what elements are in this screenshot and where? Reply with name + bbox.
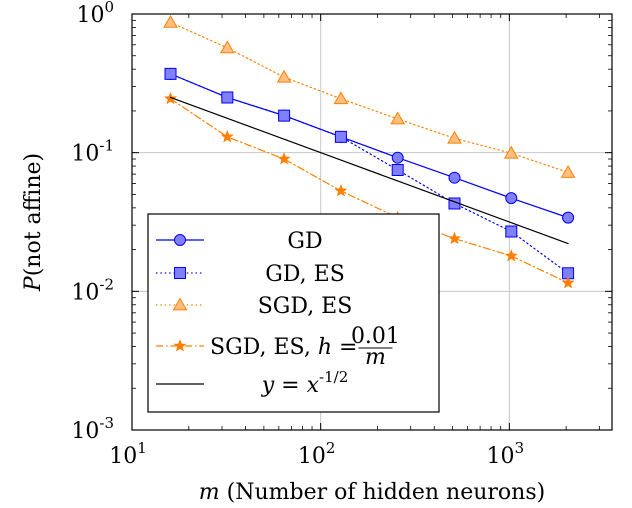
data-point: [505, 192, 518, 205]
data-point: [333, 91, 349, 105]
data-point: [562, 211, 575, 224]
data-point: [390, 111, 406, 125]
data-point: [560, 164, 576, 178]
legend-box: [147, 213, 440, 413]
series-5: [169, 96, 569, 245]
data-point: [391, 163, 404, 176]
y-tick-label: 10-3: [71, 414, 114, 444]
legend-label: GD, ES: [265, 262, 345, 287]
x-tick-label: 101: [109, 439, 147, 469]
legend-marker: [173, 339, 187, 352]
legend-label: GD: [287, 229, 322, 254]
data-point: [219, 40, 235, 54]
data-point: [504, 249, 518, 262]
series-line: [169, 73, 569, 274]
data-point: [447, 130, 462, 144]
series-3: [163, 14, 576, 178]
data-point: [277, 152, 291, 165]
series-layer: [163, 14, 576, 289]
series-line: [169, 98, 569, 284]
plot-frame: [131, 13, 613, 431]
legend-marker: [174, 234, 186, 246]
legend-label: y = x-1/2: [261, 368, 349, 398]
data-point: [276, 69, 292, 83]
y-tick-label: 10-2: [71, 275, 114, 305]
series-line: [169, 96, 569, 245]
data-point: [278, 109, 291, 122]
y-tick-label: 100: [76, 0, 114, 28]
data-point: [334, 130, 347, 143]
data-point: [220, 130, 234, 143]
data-point: [391, 151, 404, 164]
legend-marker: [172, 297, 188, 311]
x-tick-label: 103: [487, 439, 525, 469]
series-2: [164, 67, 575, 280]
data-point: [163, 14, 178, 28]
legend-fraction-numerator: 0.01: [351, 324, 400, 349]
data-point: [334, 184, 348, 197]
data-point: [448, 231, 461, 245]
data-point: [505, 225, 518, 238]
series-line: [169, 21, 569, 174]
data-point: [164, 67, 177, 80]
legend-marker: [174, 267, 186, 279]
legend-fraction-denominator: m: [365, 345, 386, 370]
data-point: [503, 145, 519, 159]
legend: GD GD, ES SGD, ES SGD, ES, h = 0.01m y = x-1…: [147, 213, 440, 413]
x-tick-label: 102: [298, 439, 336, 469]
x-axis-label: m (Number of hidden neurons): [199, 480, 545, 505]
ticks: 101 102 103 10-3 10-2 10-1 100: [71, 0, 612, 469]
data-point: [448, 171, 461, 184]
data-point: [221, 91, 234, 104]
legend-label: SGD, ES: [258, 294, 353, 319]
legend-label: SGD, ES, h =: [210, 335, 357, 360]
data-point: [561, 276, 575, 289]
y-axis-label: P(not affine): [21, 153, 46, 292]
y-tick-label: 10-1: [71, 137, 114, 167]
